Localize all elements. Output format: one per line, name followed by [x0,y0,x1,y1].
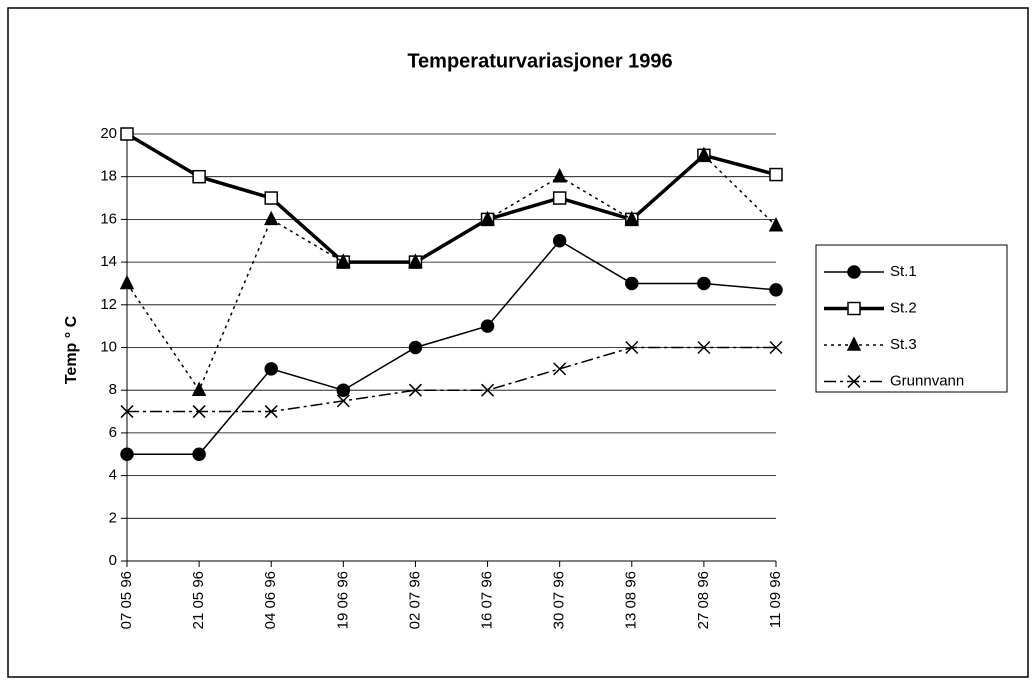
y-tick-label: 18 [100,168,117,185]
marker [336,394,350,408]
marker [552,191,567,205]
marker [769,340,783,355]
marker [552,168,567,183]
y-tick-label: 2 [109,509,117,526]
x-tick-label: 13 08 96 [623,571,640,629]
marker [408,383,422,397]
marker [120,405,134,419]
marker [408,340,423,355]
marker [847,265,861,279]
marker [769,167,783,182]
marker [480,319,495,333]
marker [768,217,784,232]
y-tick-label: 14 [100,253,117,270]
y-tick-label: 6 [109,424,117,441]
y-tick-label: 12 [100,296,117,313]
y-tick-label: 0 [109,552,117,569]
y-tick-label: 8 [109,381,117,398]
marker [120,447,134,461]
marker [553,362,567,376]
marker [481,383,495,397]
marker [697,340,711,355]
x-tick-label: 07 05 96 [118,571,135,629]
marker [192,405,206,419]
marker [408,253,423,268]
x-tick-label: 21 05 96 [190,571,207,629]
marker [264,405,278,419]
marker [697,276,711,291]
marker [846,336,862,351]
marker [264,210,279,226]
legend-label: Grunnvann [890,372,964,389]
marker [769,283,783,297]
marker [624,210,639,226]
marker [625,276,639,291]
marker [191,381,207,396]
marker [264,362,278,376]
x-tick-label: 16 07 96 [479,571,496,629]
series-line [126,154,777,392]
marker [552,234,567,248]
marker [192,169,206,184]
x-tick-label: 11 09 96 [767,571,784,628]
x-tick-label: 19 06 96 [334,571,351,629]
x-tick-label: 02 07 96 [406,571,423,629]
y-tick-label: 4 [109,467,117,484]
legend-label: St.1 [890,263,917,280]
y-tick-label: 16 [100,210,117,227]
marker [336,383,351,397]
legend-label: St.3 [890,336,917,353]
y-tick-label: 10 [100,338,117,355]
marker [336,253,351,268]
marker [480,210,495,226]
marker [119,274,135,290]
legend-label: St.2 [890,299,917,316]
marker [192,447,206,461]
marker [264,191,278,205]
marker [696,146,712,162]
marker [847,374,861,389]
x-tick-label: 27 08 96 [695,571,712,629]
y-tick-label: 20 [100,125,117,142]
series-line [127,346,776,413]
x-tick-label: 04 06 96 [262,571,279,629]
y-axis-label: Temp ° C [63,315,80,384]
marker [847,301,861,316]
x-tick-label: 30 07 96 [551,571,568,629]
marker [120,127,134,141]
chart-title: Temperaturvariasjoner 1996 [407,50,672,72]
marker [625,340,639,355]
